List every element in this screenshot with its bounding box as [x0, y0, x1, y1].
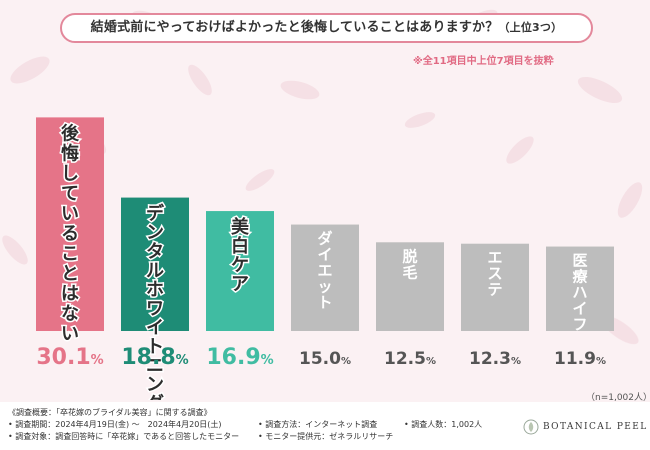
value-label-2: 18.8%	[121, 345, 188, 370]
survey-count: • 調査人数：1,002人	[404, 420, 483, 429]
bar-4	[291, 224, 359, 331]
chart-title: 結婚式前にやっておけばよかったと後悔していることはありますか？（上位3つ）	[60, 13, 593, 43]
leaf-logo-icon	[523, 419, 539, 435]
title-sub: （上位3つ）	[498, 21, 563, 34]
category-label-3: 美白ケア	[231, 216, 249, 295]
sample-size-note: （n=1,002人）	[586, 393, 650, 403]
footer: 《調査概要：「卒花嫁のブライダル美容」に関する調査》 • 調査期間：2024年4…	[0, 402, 650, 450]
category-label-2: デンタルホワイトニング	[146, 203, 165, 400]
value-label-3: 16.9%	[206, 345, 273, 370]
category-label-1: 後悔していることはない	[61, 122, 80, 344]
bar-7	[546, 246, 614, 331]
category-label-7: 医療ハイフ	[572, 252, 588, 334]
bar-5	[376, 242, 444, 331]
brand-logo: BOTANICAL PEEL	[523, 418, 648, 436]
category-label-5: 脱毛	[402, 247, 417, 281]
value-label-5: 12.5%	[384, 349, 436, 369]
bar-6	[461, 243, 529, 331]
brand-name: BOTANICAL PEEL	[543, 422, 648, 432]
bar-3	[206, 211, 274, 331]
survey-method: • 調査方法：インターネット調査	[258, 420, 378, 429]
survey-target: • 調査対象：調査回答時に「卒花嫁」であると回答したモニター	[8, 432, 240, 441]
survey-overview: 《調査概要：「卒花嫁のブライダル美容」に関する調査》	[8, 408, 212, 417]
survey-provider: • モニター提供元：ゼネラルリサーチ	[258, 432, 394, 441]
bar-2	[121, 197, 189, 331]
category-label-6: エステ	[487, 249, 502, 299]
title-main: 結婚式前にやっておけばよかったと後悔していることはありますか？	[90, 20, 499, 35]
survey-period: • 調査期間：2024年4月19日(金) ～ 2024年4月20日(土)	[8, 420, 222, 429]
value-label-7: 11.9%	[554, 349, 606, 369]
subnote: ※全11項目中上位7項目を抜粋	[413, 56, 554, 67]
category-label-4: ダイエット	[317, 230, 332, 312]
value-label-4: 15.0%	[299, 349, 351, 369]
value-label-6: 12.3%	[469, 349, 521, 369]
bar-1	[36, 117, 104, 331]
value-label-1: 30.1%	[36, 345, 103, 370]
